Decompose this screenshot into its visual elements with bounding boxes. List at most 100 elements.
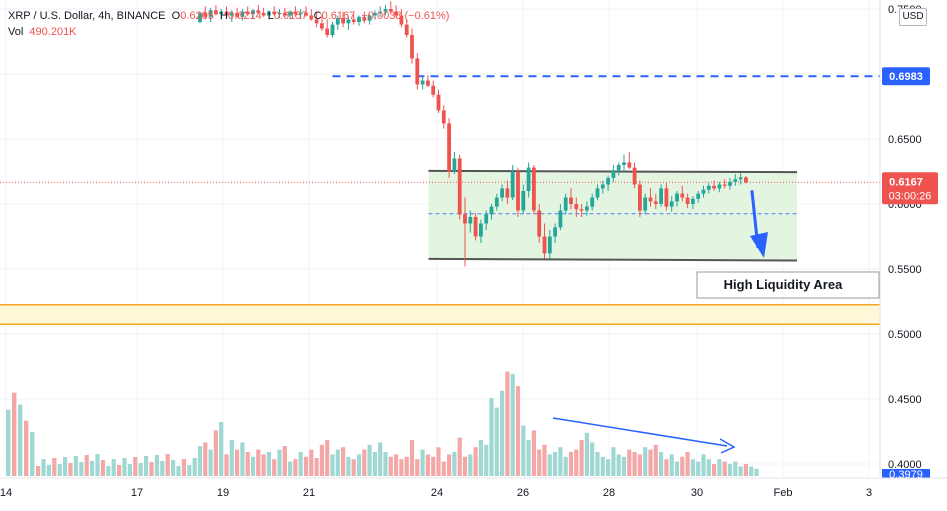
volume-bar (616, 454, 621, 476)
volume-bar (611, 447, 616, 476)
bottom-price-tag (882, 469, 930, 479)
volume-bar (187, 465, 192, 476)
candle (510, 165, 515, 201)
candle (532, 165, 536, 215)
candle (320, 14, 324, 32)
volume-bar (171, 460, 176, 476)
volume-bar (574, 449, 579, 476)
volume-bar (24, 420, 29, 476)
volume-bar (165, 454, 170, 476)
candle (426, 75, 430, 87)
volume-bar (309, 449, 314, 476)
volume-bar (293, 459, 298, 476)
volume-bar (325, 440, 330, 476)
candle (590, 193, 595, 211)
current-price-text: 0.6167 (889, 176, 923, 188)
candle (282, 7, 287, 17)
candle (277, 9, 282, 19)
candle (357, 15, 361, 26)
volume-bar (388, 456, 393, 476)
time-axis-bg (0, 478, 947, 506)
currency-button[interactable]: USD (899, 8, 927, 26)
volume-bar (90, 461, 95, 476)
range-box-fill (428, 170, 797, 261)
volume-bar (632, 452, 637, 476)
volume-bar (409, 440, 415, 476)
volume-bar (749, 466, 754, 476)
volume-bar (133, 457, 138, 476)
annotation-high-liquidity[interactable]: High Liquidity Area (696, 271, 880, 299)
change-value: −0.0038 (−0.61%) (361, 10, 450, 22)
candle (547, 230, 552, 259)
candle (447, 118, 451, 178)
candle (441, 105, 446, 129)
candle (648, 188, 653, 207)
x-tick-label: 30 (691, 487, 703, 499)
candle (219, 9, 224, 20)
candle (214, 5, 218, 16)
volume-bar (277, 449, 282, 476)
volume-bar (245, 452, 250, 476)
volume-value: 490.201K (29, 26, 77, 38)
candle (208, 7, 213, 22)
x-tick-label: Feb (774, 487, 793, 499)
candle (680, 185, 685, 202)
candle (383, 5, 388, 16)
volume-bar (208, 449, 213, 476)
volume-bar (63, 457, 68, 476)
volume-bar (431, 456, 436, 476)
volume-bar (579, 440, 584, 476)
volume-bar (68, 463, 73, 476)
candle (452, 152, 457, 175)
candle (537, 204, 542, 243)
volume-bar (213, 430, 218, 476)
candle (394, 5, 398, 19)
volume-bar (288, 461, 293, 476)
chart-legend: XRP / U.S. Dollar, 4h, BINANCE O0.6205 H… (8, 8, 449, 40)
volume-bar (95, 454, 100, 476)
candle (463, 197, 467, 267)
x-tick-label: 24 (431, 487, 443, 499)
volume-bar (542, 444, 547, 476)
volume-bar (537, 449, 542, 476)
volume-bar (510, 374, 515, 476)
volume-bar (351, 459, 356, 476)
high-value: 0.6214 (227, 10, 262, 22)
volume-bar (457, 437, 462, 476)
volume-bar (298, 452, 303, 476)
candle (288, 10, 292, 20)
support-band (0, 304, 880, 325)
range-bottom-line (428, 257, 798, 262)
candle (653, 193, 658, 210)
volume-bar (696, 461, 701, 476)
candle (399, 9, 404, 28)
candle (293, 6, 298, 17)
candle (410, 28, 414, 64)
volume-bar (367, 444, 372, 476)
volume-bar (303, 456, 309, 476)
candle (728, 178, 732, 190)
x-tick-label: 21 (303, 487, 315, 499)
candle (304, 6, 308, 17)
volume-bar (6, 409, 11, 476)
candle (203, 6, 208, 20)
volume-bar (122, 458, 127, 476)
candle (367, 14, 372, 25)
candle (542, 223, 547, 259)
candle (198, 11, 202, 24)
candle (457, 154, 462, 220)
volume-bar (149, 462, 154, 476)
volume-bar (30, 431, 35, 476)
x-tick-label: 14 (0, 487, 12, 499)
volume-bar (521, 425, 526, 476)
candle (744, 176, 748, 184)
open-label: O (171, 10, 181, 22)
candle (341, 11, 345, 28)
volume-bar (590, 442, 595, 476)
candle (616, 162, 621, 176)
y-tick-label: 0.5000 (888, 329, 922, 341)
volume-bar (712, 464, 717, 476)
candle (362, 11, 367, 24)
